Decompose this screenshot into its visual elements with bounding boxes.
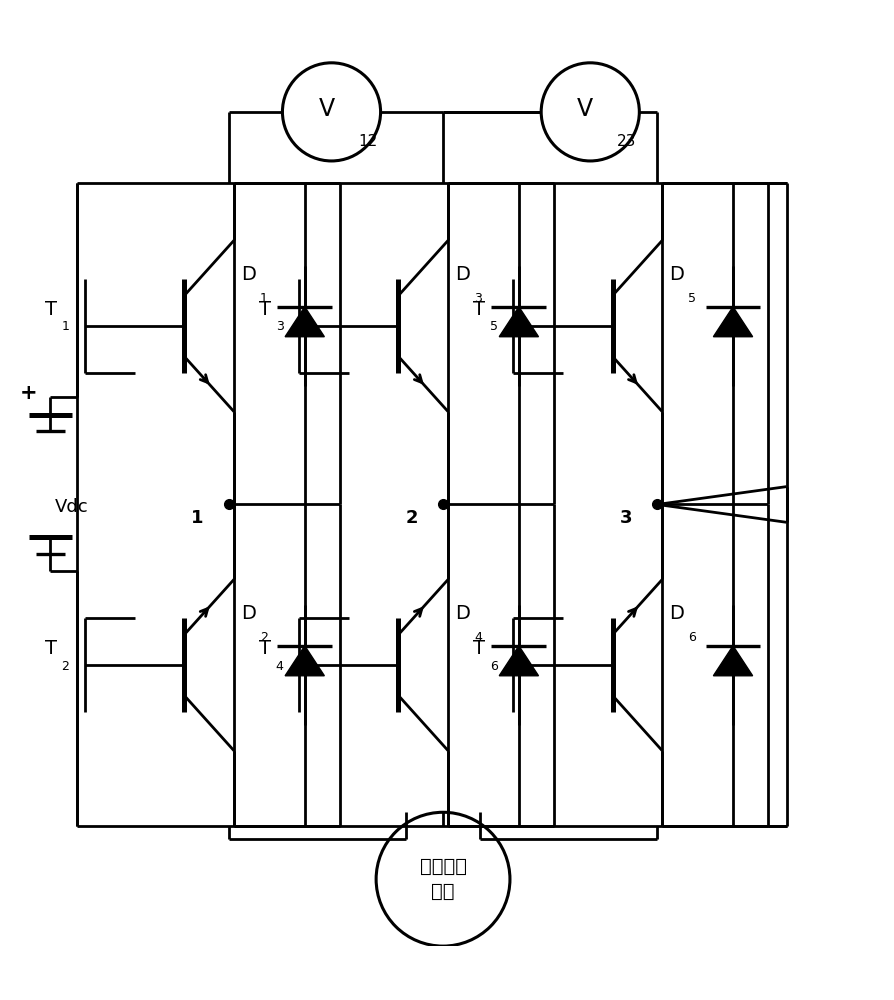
Text: T: T — [473, 639, 485, 658]
Text: D: D — [454, 604, 469, 623]
Text: 5: 5 — [687, 292, 696, 305]
Polygon shape — [499, 646, 538, 676]
Text: D: D — [454, 265, 469, 284]
Text: T: T — [45, 639, 57, 658]
Text: 2: 2 — [62, 660, 70, 673]
Polygon shape — [285, 307, 324, 337]
Text: Vdc: Vdc — [55, 498, 89, 516]
Text: 12: 12 — [358, 134, 377, 149]
Text: D: D — [240, 265, 256, 284]
Text: 5: 5 — [489, 320, 497, 333]
Text: V: V — [318, 97, 334, 121]
Text: 6: 6 — [489, 660, 497, 673]
Polygon shape — [713, 646, 752, 676]
Polygon shape — [499, 307, 538, 337]
Text: 3: 3 — [275, 320, 283, 333]
Text: 2: 2 — [405, 509, 417, 527]
Text: V: V — [577, 97, 593, 121]
Text: D: D — [669, 604, 683, 623]
Text: 6: 6 — [687, 631, 696, 644]
Text: D: D — [669, 265, 683, 284]
Text: 3: 3 — [474, 292, 482, 305]
Text: 1: 1 — [191, 509, 204, 527]
Text: T: T — [259, 639, 271, 658]
Text: T: T — [45, 300, 57, 319]
Text: D: D — [240, 604, 256, 623]
Text: +: + — [20, 383, 37, 403]
Text: 永磁同步
电机: 永磁同步 电机 — [419, 857, 466, 901]
Text: T: T — [473, 300, 485, 319]
Text: T: T — [259, 300, 271, 319]
Text: 3: 3 — [619, 509, 631, 527]
Polygon shape — [713, 307, 752, 337]
Text: 1: 1 — [260, 292, 267, 305]
Polygon shape — [285, 646, 324, 676]
Text: 4: 4 — [275, 660, 283, 673]
Text: 1: 1 — [62, 320, 70, 333]
Text: 23: 23 — [617, 134, 636, 149]
Text: 4: 4 — [474, 631, 482, 644]
Text: 2: 2 — [260, 631, 267, 644]
